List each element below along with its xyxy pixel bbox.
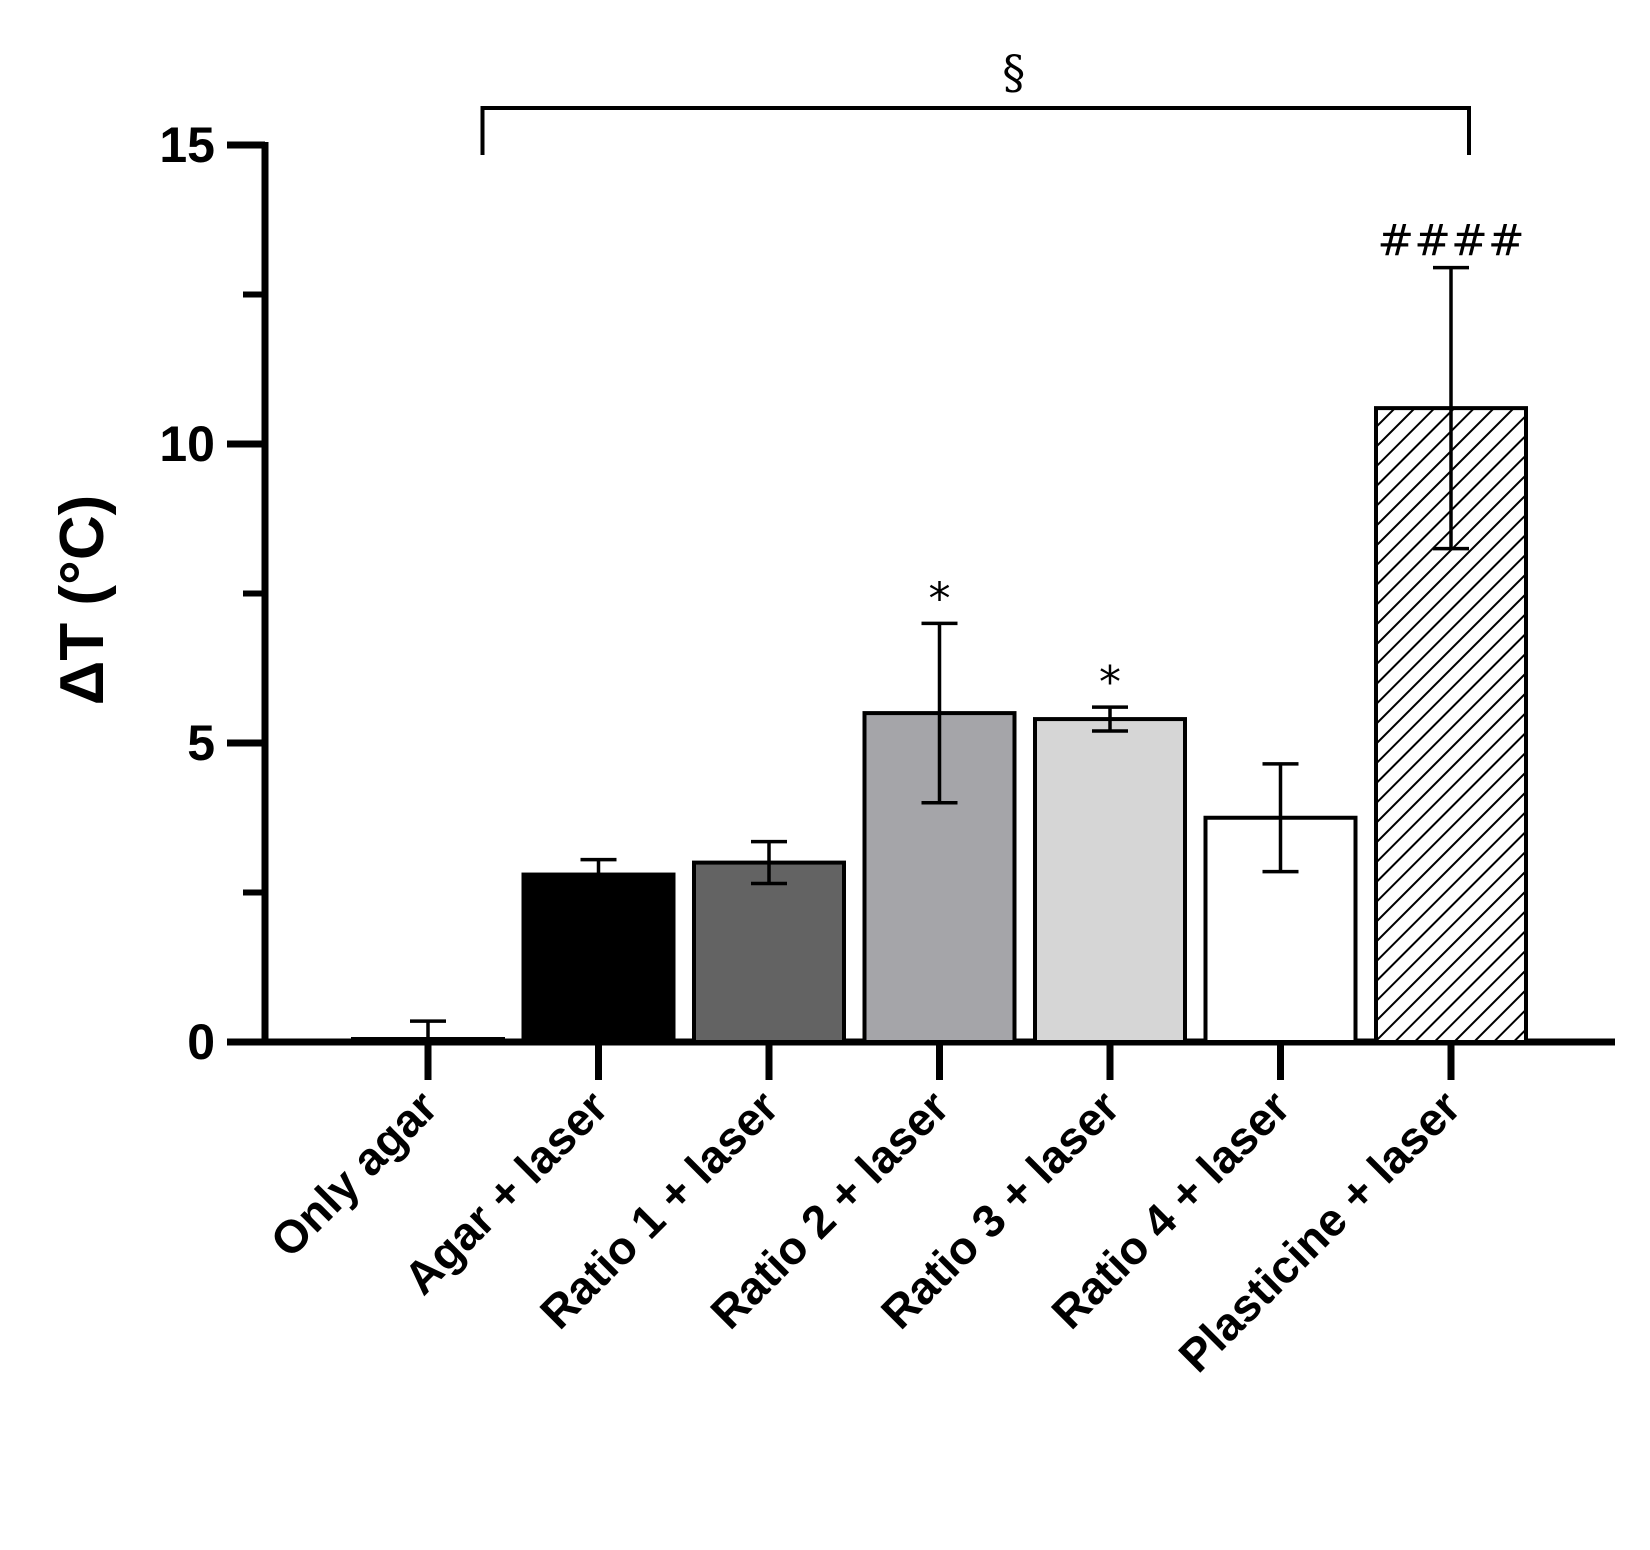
bracket-label: § <box>1002 45 1025 99</box>
bar <box>692 860 846 1044</box>
x-tick-label: Only agar <box>260 1080 447 1267</box>
bars-group <box>351 265 1528 1045</box>
x-tick-label: Plasticine + laser <box>1168 1080 1470 1382</box>
y-tick-label: 10 <box>159 416 215 472</box>
significance-bracket <box>480 106 1471 155</box>
y-tick-label: 15 <box>159 117 215 173</box>
significance-label: * <box>1099 657 1121 708</box>
bar <box>521 872 676 1044</box>
y-tick-label: 5 <box>187 715 215 771</box>
significance-label: * <box>929 573 951 624</box>
y-tick-label: 0 <box>187 1014 215 1070</box>
bar <box>1033 717 1187 1045</box>
significance-label: #### <box>1377 216 1524 267</box>
annotations-group: * * #### § <box>480 45 1525 708</box>
y-axis-label: ΔT (°C) <box>48 495 117 706</box>
